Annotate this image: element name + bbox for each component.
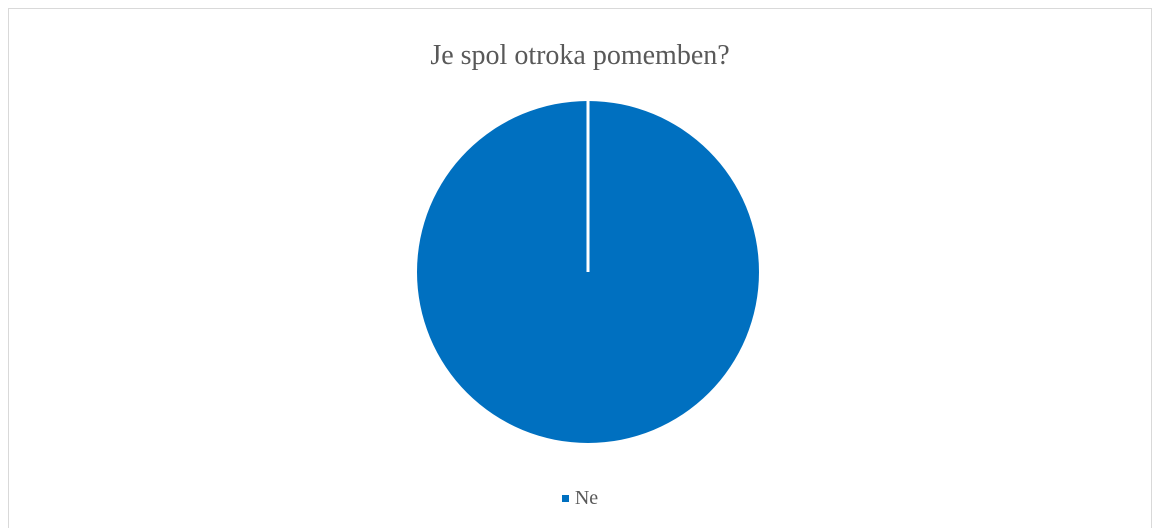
legend-swatch-ne — [561, 495, 569, 502]
pie-chart — [417, 101, 759, 443]
legend: Ne — [9, 487, 1151, 510]
chart-area: Je spol otroka pomemben? Ne — [8, 8, 1152, 528]
chart-title: Je spol otroka pomemben? — [430, 40, 730, 71]
legend-label-ne: Ne — [574, 487, 599, 509]
